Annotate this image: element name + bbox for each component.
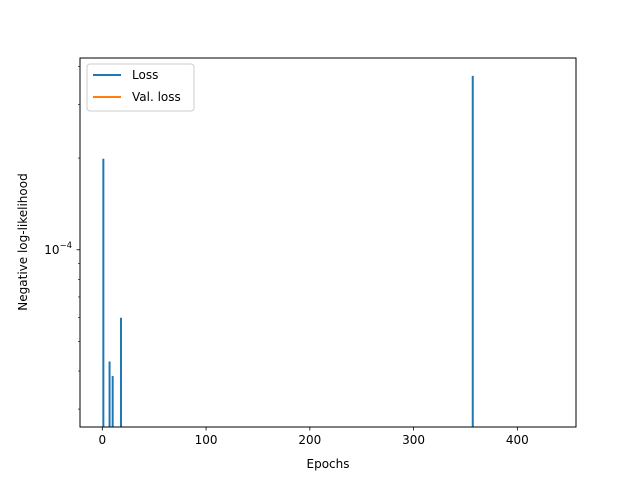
x-tick-label: 200 [298,433,321,447]
series-group [102,75,474,427]
axes-frame [79,57,577,428]
x-tick-label: 100 [195,433,218,447]
legend-label: Loss [132,68,158,82]
x-axis-label: Epochs [307,457,350,471]
y-axis-ticks: 10−4 [44,66,80,410]
y-axis-label: Negative log-likelihood [16,173,30,310]
legend-label: Val. loss [132,90,181,104]
y-tick-label: 10−4 [44,241,72,257]
x-tick-label: 400 [506,433,529,447]
x-tick-label: 0 [98,433,106,447]
legend: Loss Val. loss [86,63,195,112]
x-tick-label: 300 [402,433,425,447]
x-axis-ticks: 0 100 200 300 400 [98,427,529,447]
